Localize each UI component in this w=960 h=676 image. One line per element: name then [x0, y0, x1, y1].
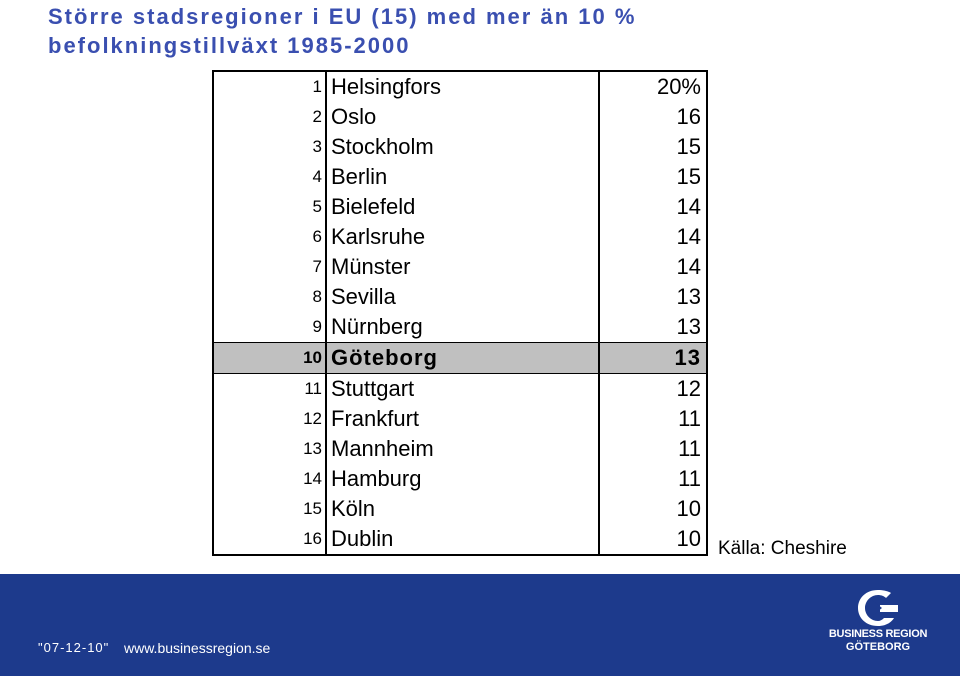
- table-row-highlighted: 10 Göteborg 13: [212, 342, 708, 374]
- rank-cell: 14: [212, 464, 327, 494]
- logo-text-line-2: GÖTEBORG: [845, 641, 911, 653]
- rank-cell: 7: [212, 252, 327, 282]
- source-note: Källa: Cheshire: [718, 538, 847, 559]
- rank-cell: 1: [212, 70, 327, 102]
- city-cell: Nürnberg: [326, 312, 600, 343]
- footer-band: [0, 574, 960, 676]
- table-row: 14 Hamburg 11: [212, 464, 708, 494]
- table-row: 2 Oslo 16: [212, 102, 708, 132]
- growth-value-cell: 14: [599, 252, 708, 282]
- city-cell: Münster: [326, 252, 600, 282]
- table-row: 7 Münster 14: [212, 252, 708, 282]
- growth-value-cell: 12: [599, 373, 708, 404]
- rank-cell: 3: [212, 132, 327, 162]
- rank-cell: 16: [212, 524, 327, 556]
- city-cell: Helsingfors: [326, 70, 600, 102]
- rank-cell: 9: [212, 312, 327, 343]
- table-row: 3 Stockholm 15: [212, 132, 708, 162]
- growth-value-cell: 11: [599, 434, 708, 464]
- table-row: 5 Bielefeld 14: [212, 192, 708, 222]
- rank-cell: 15: [212, 494, 327, 524]
- growth-value-cell: 13: [599, 312, 708, 343]
- table-body: 1 Helsingfors 20% 2 Oslo 16 3 Stockholm 15 4 Berli…: [212, 70, 708, 556]
- table-row: 15 Köln 10: [212, 494, 708, 524]
- city-cell: Bielefeld: [326, 192, 600, 222]
- growth-value-cell: 16: [599, 102, 708, 132]
- growth-value-cell: 13: [599, 282, 708, 312]
- city-cell: Oslo: [326, 102, 600, 132]
- table-row: 1 Helsingfors 20%: [212, 70, 708, 102]
- city-cell: Göteborg: [326, 342, 600, 374]
- rank-cell: 11: [212, 373, 327, 404]
- footer-date: "07-12-10": [38, 640, 110, 655]
- table-row: 16 Dublin 10: [212, 524, 708, 556]
- growth-ranking-table: 1 Helsingfors 20% 2 Oslo 16 3 Stockholm 15 4 Berli…: [212, 70, 708, 556]
- table-row: 12 Frankfurt 11: [212, 404, 708, 434]
- city-cell: Dublin: [326, 524, 600, 556]
- table-row: 11 Stuttgart 12: [212, 373, 708, 404]
- growth-value-cell: 10: [599, 494, 708, 524]
- title-line-2: befolkningstillväxt 1985-2000: [48, 33, 411, 58]
- city-cell: Berlin: [326, 162, 600, 192]
- page-title: Större stadsregioner i EU (15) med mer ä…: [48, 2, 636, 60]
- table-row: 4 Berlin 15: [212, 162, 708, 192]
- city-cell: Karlsruhe: [326, 222, 600, 252]
- logo-g-icon: [858, 590, 898, 626]
- business-region-logo: BUSINESS REGION GÖTEBORG: [826, 588, 930, 658]
- footer-url-link[interactable]: www.businessregion.se: [124, 640, 271, 656]
- growth-value-cell: 13: [599, 342, 708, 374]
- rank-cell: 5: [212, 192, 327, 222]
- city-cell: Mannheim: [326, 434, 600, 464]
- growth-value-cell: 11: [599, 404, 708, 434]
- growth-value-cell: 15: [599, 132, 708, 162]
- rank-cell: 2: [212, 102, 327, 132]
- table-row: 13 Mannheim 11: [212, 434, 708, 464]
- rank-cell: 13: [212, 434, 327, 464]
- rank-cell: 4: [212, 162, 327, 192]
- table-row: 8 Sevilla 13: [212, 282, 708, 312]
- city-cell: Stockholm: [326, 132, 600, 162]
- growth-value-cell: 20%: [599, 70, 708, 102]
- growth-value-cell: 14: [599, 192, 708, 222]
- rank-cell: 12: [212, 404, 327, 434]
- city-cell: Hamburg: [326, 464, 600, 494]
- growth-value-cell: 14: [599, 222, 708, 252]
- logo-text-line-1: BUSINESS REGION: [828, 628, 928, 640]
- growth-value-cell: 10: [599, 524, 708, 556]
- city-cell: Stuttgart: [326, 373, 600, 404]
- title-line-1: Större stadsregioner i EU (15) med mer ä…: [48, 4, 637, 29]
- city-cell: Sevilla: [326, 282, 600, 312]
- city-cell: Frankfurt: [326, 404, 600, 434]
- city-cell: Köln: [326, 494, 600, 524]
- growth-value-cell: 15: [599, 162, 708, 192]
- rank-cell: 6: [212, 222, 327, 252]
- table-row: 6 Karlsruhe 14: [212, 222, 708, 252]
- rank-cell: 10: [212, 342, 327, 374]
- table-row: 9 Nürnberg 13: [212, 312, 708, 343]
- growth-value-cell: 11: [599, 464, 708, 494]
- rank-cell: 8: [212, 282, 327, 312]
